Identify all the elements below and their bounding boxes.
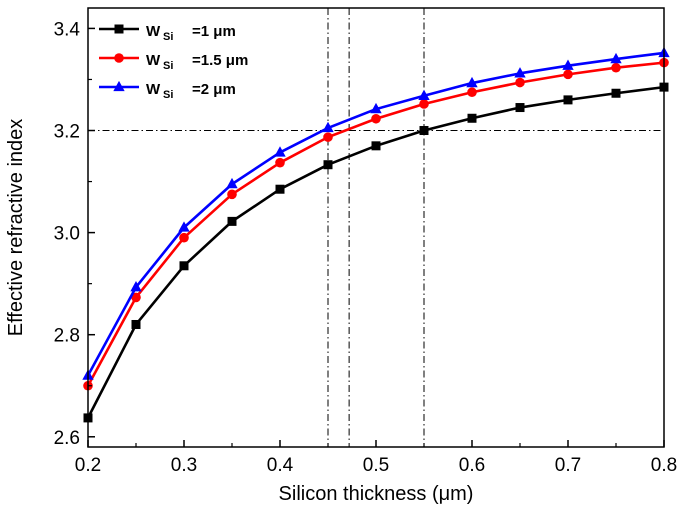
- data-point-circle: [323, 132, 333, 142]
- data-point-circle: [275, 157, 285, 168]
- legend-label-subscript: Si: [163, 31, 173, 43]
- legend-item: W Si =2 μm: [99, 80, 236, 101]
- data-point-circle: [371, 113, 381, 124]
- data-point-circle: [131, 292, 141, 303]
- data-point-circle: [611, 62, 621, 73]
- series-line: [86, 85, 665, 419]
- data-point-circle: [515, 77, 525, 88]
- data-point-triangle: [370, 102, 382, 114]
- data-point-square: [563, 95, 573, 105]
- data-point-triangle: [226, 177, 238, 189]
- data-point-triangle: [113, 80, 125, 92]
- legend-label-main: W: [146, 52, 161, 69]
- y-axis-title: Effective refractive index: [5, 119, 27, 337]
- series-2: [83, 57, 669, 391]
- data-point-circle: [419, 99, 429, 109]
- data-point-triangle: [562, 59, 574, 70]
- series-layer: [82, 46, 670, 423]
- data-point-circle: [227, 189, 237, 200]
- data-point-square: [131, 319, 141, 329]
- x-tick-label: 0.5: [363, 455, 389, 476]
- data-point-circle: [563, 69, 573, 80]
- y-tick-label: 2.8: [54, 326, 80, 347]
- data-point-square: [323, 160, 333, 170]
- y-tick-label: 3.0: [54, 224, 80, 245]
- data-point-triangle: [130, 281, 142, 292]
- legend-label-main: W: [146, 81, 161, 98]
- x-tick-label: 0.7: [555, 455, 581, 476]
- data-point-triangle: [514, 67, 526, 78]
- data-point-triangle: [610, 52, 622, 64]
- x-tick-label: 0.8: [651, 455, 677, 476]
- series-line: [86, 51, 665, 377]
- x-axis-title: Silicon thickness (μm): [279, 483, 474, 505]
- data-point-square: [467, 113, 477, 123]
- data-point-square: [227, 216, 237, 226]
- data-point-square: [275, 184, 285, 194]
- x-tick-label: 0.6: [459, 455, 485, 476]
- y-tick-label: 3.4: [54, 19, 81, 40]
- y-tick-label: 3.2: [54, 122, 80, 143]
- y-tick-label: 2.6: [54, 428, 80, 449]
- legend-label-value: =1.5 μm: [192, 52, 248, 69]
- data-point-square: [515, 103, 525, 113]
- legend-item: W Si =1 μm: [99, 23, 236, 43]
- data-point-square: [179, 261, 189, 271]
- data-point-square: [611, 88, 621, 98]
- legend-label-subscript: Si: [163, 89, 173, 101]
- data-point-circle: [467, 87, 477, 98]
- data-point-square: [114, 24, 124, 34]
- legend-label-value: =2 μm: [192, 81, 236, 98]
- data-point-triangle: [322, 121, 334, 133]
- data-point-circle: [179, 232, 189, 243]
- data-point-square: [419, 126, 429, 136]
- data-point-triangle: [418, 89, 430, 100]
- x-tick-label: 0.4: [267, 455, 294, 476]
- series-3: [82, 46, 670, 380]
- legend: W Si =1 μmW Si =1.5 μmW Si =2 μm: [99, 23, 248, 101]
- data-point-triangle: [274, 146, 286, 157]
- x-tick-label: 0.3: [171, 455, 197, 476]
- axis-ticks: 0.2 0.3 0.4 0.5 0.6 0.7 0.8 2.6 2.8 3.0 3.2 3.4: [54, 19, 678, 476]
- legend-item: W Si =1.5 μm: [99, 52, 248, 72]
- legend-label-value: =1 μm: [192, 23, 236, 40]
- x-tick-label: 0.2: [75, 455, 101, 476]
- data-point-square: [371, 141, 381, 151]
- data-point-triangle: [466, 76, 478, 88]
- data-point-circle: [114, 53, 124, 63]
- legend-label-main: W: [146, 23, 161, 40]
- reference-lines: [88, 8, 664, 447]
- legend-label-subscript: Si: [163, 60, 173, 72]
- data-point-triangle: [178, 221, 190, 232]
